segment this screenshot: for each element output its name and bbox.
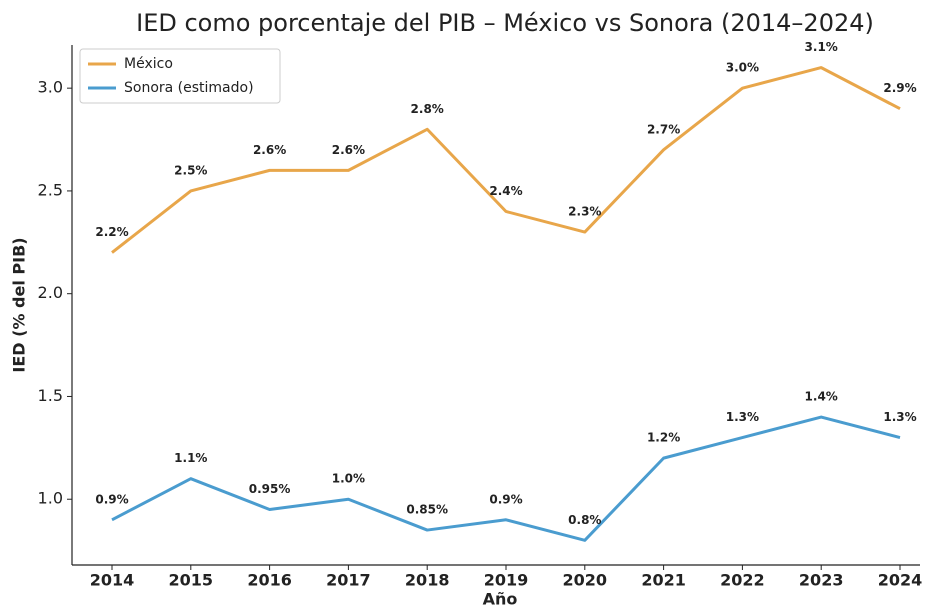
x-tick-label: 2014 — [90, 571, 135, 590]
x-tick-label: 2021 — [641, 571, 686, 590]
data-label: 0.9% — [489, 492, 522, 506]
legend-label: Sonora (estimado) — [124, 80, 254, 96]
y-tick-label: 1.5 — [38, 386, 63, 405]
legend-label: México — [124, 56, 173, 72]
data-label: 2.2% — [95, 225, 128, 239]
x-tick-label: 2017 — [326, 571, 371, 590]
data-label: 1.0% — [332, 472, 365, 486]
y-tick-label: 3.0 — [38, 78, 63, 97]
data-label: 3.0% — [726, 61, 759, 75]
data-label: 1.1% — [174, 451, 207, 465]
data-label: 2.6% — [253, 143, 286, 157]
data-label: 2.6% — [332, 143, 365, 157]
x-tick-label: 2016 — [247, 571, 292, 590]
data-label: 0.85% — [406, 503, 448, 517]
data-label: 1.3% — [883, 410, 916, 424]
data-label: 2.8% — [411, 102, 444, 116]
data-label: 3.1% — [805, 40, 838, 54]
data-label: 0.95% — [249, 482, 291, 496]
legend-box — [79, 48, 281, 104]
data-label: 0.9% — [95, 492, 128, 506]
data-label: 1.4% — [805, 390, 838, 404]
series-line — [111, 66, 901, 254]
data-label: 2.5% — [174, 163, 207, 177]
series-line — [111, 415, 901, 542]
x-tick-label: 2019 — [484, 571, 529, 590]
y-tick-label: 2.0 — [38, 283, 63, 302]
x-axis-label: Año — [483, 590, 518, 608]
x-tick-label: 2024 — [878, 571, 923, 590]
data-label: 2.3% — [568, 205, 601, 219]
chart-title: IED como porcentaje del PIB – México vs … — [136, 9, 874, 37]
y-tick-label: 2.5 — [38, 180, 63, 199]
x-tick-label: 2020 — [563, 571, 608, 590]
y-tick-label: 1.0 — [38, 489, 63, 508]
y-axis-label: IED (% del PIB) — [10, 237, 29, 372]
data-label: 0.8% — [568, 513, 601, 527]
data-label: 1.2% — [647, 431, 680, 445]
data-label: 2.4% — [489, 184, 522, 198]
x-tick-label: 2023 — [799, 571, 844, 590]
x-tick-label: 2018 — [405, 571, 450, 590]
data-label: 2.7% — [647, 122, 680, 136]
data-label: 1.3% — [726, 410, 759, 424]
x-tick-label: 2022 — [720, 571, 765, 590]
data-label: 2.9% — [883, 81, 916, 95]
x-tick-label: 2015 — [169, 571, 214, 590]
legend: México Sonora (estimado) — [79, 48, 281, 104]
